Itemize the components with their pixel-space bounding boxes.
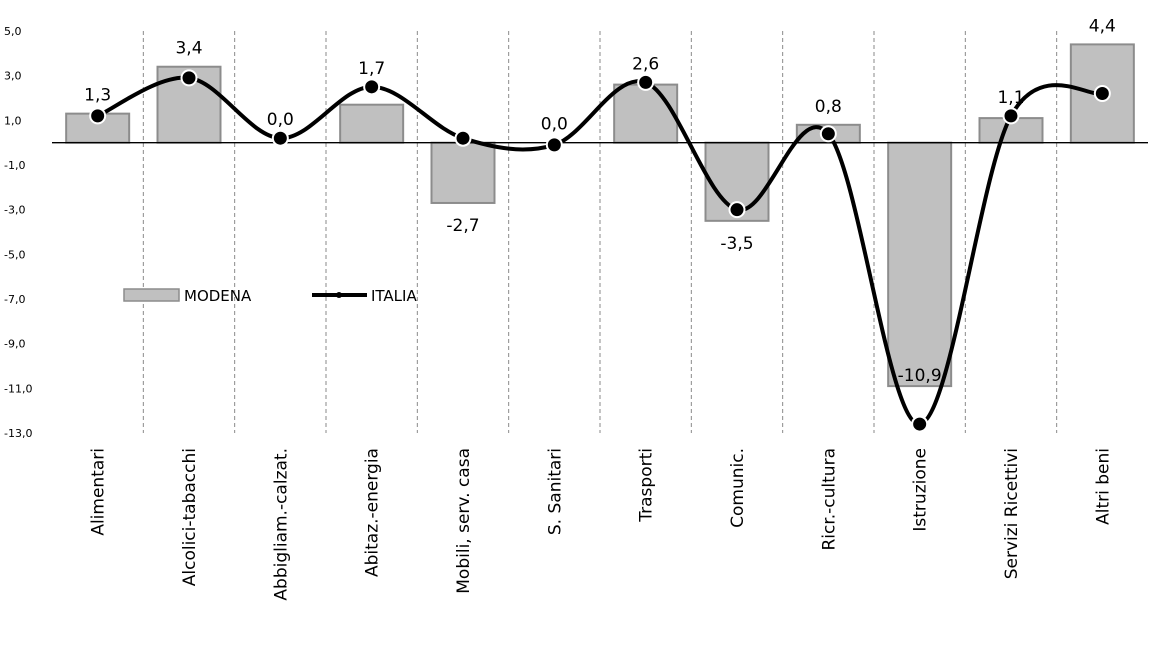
- line-point: [545, 136, 563, 154]
- bar: [430, 141, 496, 204]
- data-label: -10,9: [898, 366, 942, 386]
- legend-marker-italia: [336, 292, 342, 298]
- y-tick-label: 5,0: [4, 25, 22, 38]
- x-tick-label: Alcolici-tabacchi: [180, 448, 200, 586]
- data-label: -2,7: [446, 216, 479, 236]
- line-point: [911, 415, 929, 433]
- line-point: [637, 73, 655, 91]
- data-label: 3,4: [175, 39, 202, 59]
- x-tick-label: Ricr.-cultura: [819, 448, 839, 551]
- y-tick-label: 3,0: [4, 70, 22, 83]
- x-tick-label: Abitaz.-energia: [363, 448, 383, 577]
- y-tick-label: 1,0: [4, 114, 22, 127]
- x-axis: Alimentari Alcolici-tabacchi Abbigliam.-ca…: [89, 448, 1114, 601]
- y-axis: 5,0 3,0 1,0 -1,0 -3,0 -5,0 -7,0 -9,0 -11,0 -13,0: [4, 25, 32, 440]
- x-tick-label: Comunic.: [728, 448, 748, 528]
- bar-series-modena: [65, 43, 1135, 388]
- line-point: [1093, 85, 1111, 103]
- x-tick-label: Altri beni: [1093, 448, 1113, 525]
- y-tick-label: -3,0: [4, 204, 25, 217]
- x-tick-label: Servizi Ricettivi: [1002, 448, 1022, 579]
- line-series-italia: [89, 69, 1111, 433]
- data-label: 0,0: [541, 115, 568, 135]
- legend-swatch-modena: [123, 288, 180, 302]
- data-label: 4,4: [1089, 16, 1116, 36]
- data-label: -3,5: [720, 234, 753, 254]
- x-tick-label: Mobili, serv. casa: [454, 448, 474, 594]
- line-point: [363, 78, 381, 96]
- data-label: 1,1: [997, 88, 1024, 108]
- y-tick-label: -9,0: [4, 338, 25, 351]
- y-tick-label: -7,0: [4, 293, 25, 306]
- y-tick-label: -11,0: [4, 382, 32, 395]
- data-labels: 1,3 3,4 0,0 1,7 -2,7 0,0 2,6 -3,5 0,8 -10,9 1,1 4,4: [84, 16, 1116, 386]
- line-point: [728, 201, 746, 219]
- legend-label-italia: ITALIA: [371, 287, 417, 305]
- x-tick-label: Alimentari: [89, 448, 109, 536]
- data-label: 1,3: [84, 86, 111, 106]
- bar: [887, 141, 953, 388]
- line-point: [89, 107, 107, 125]
- y-tick-label: -13,0: [4, 427, 32, 440]
- x-tick-label: Abbigliam.-calzat.: [271, 448, 291, 601]
- bar: [339, 103, 405, 144]
- x-tick-label: Istruzione: [911, 448, 931, 532]
- line-point: [819, 125, 837, 143]
- data-label: 0,0: [267, 110, 294, 130]
- line-point: [1002, 107, 1020, 125]
- y-tick-label: -5,0: [4, 248, 25, 261]
- x-tick-label: S. Sanitari: [545, 448, 565, 535]
- legend: MODENA ITALIA: [123, 287, 417, 305]
- data-label: 2,6: [632, 54, 659, 74]
- data-label: 1,7: [358, 59, 385, 79]
- line-point: [454, 129, 472, 147]
- legend-label-modena: MODENA: [184, 287, 252, 305]
- line-point: [180, 69, 198, 87]
- x-tick-label: Trasporti: [637, 448, 657, 523]
- category-separators: [142, 31, 1058, 433]
- data-label: 0,8: [815, 97, 842, 117]
- bar: [613, 83, 679, 144]
- line-point: [271, 129, 289, 147]
- y-tick-label: -1,0: [4, 159, 25, 172]
